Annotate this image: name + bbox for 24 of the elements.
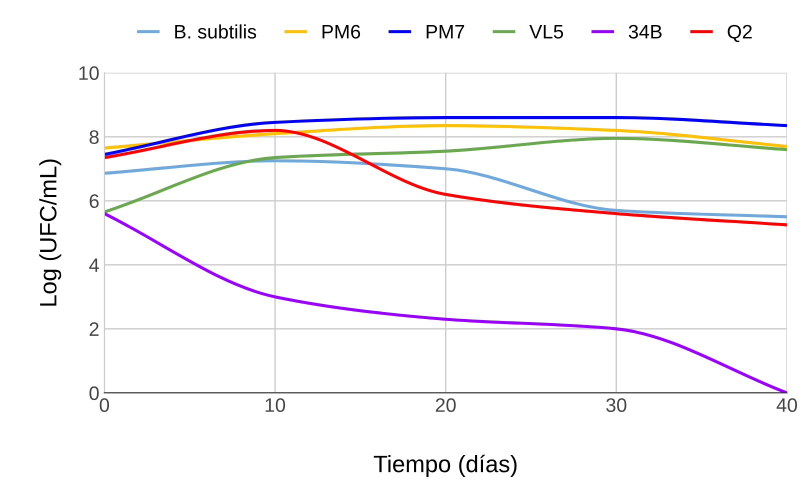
line-series (104, 124, 787, 150)
line-series (104, 116, 787, 156)
y-tick-label: 6 (90, 194, 99, 208)
y-tick-label: 10 (79, 66, 99, 80)
y-tick-label: 2 (90, 322, 99, 336)
legend-label: PM6 (322, 24, 360, 39)
x-tick-label: 20 (436, 398, 456, 412)
x-tick-label: 10 (266, 398, 286, 412)
y-tick-label: 8 (90, 130, 99, 144)
line-series (104, 128, 787, 226)
x-tick-label: 0 (100, 398, 110, 412)
x-tick-label: 30 (606, 398, 626, 412)
legend-label: Q2 (728, 24, 752, 42)
legend-label: 34B (628, 24, 662, 39)
legend-label: PM7 (426, 25, 464, 38)
x-axis-title: Tiempo (días) (374, 454, 517, 478)
x-tick-label: 40 (776, 398, 797, 412)
line-series (104, 136, 787, 214)
legend-label: VL5 (529, 25, 564, 39)
line-series (104, 159, 787, 218)
legend-label: B. subtilis (175, 24, 256, 39)
y-tick-label: 4 (89, 258, 99, 272)
y-axis-title: Log (UFC/mL) (39, 159, 62, 306)
y-tick-label: 0 (89, 386, 99, 400)
